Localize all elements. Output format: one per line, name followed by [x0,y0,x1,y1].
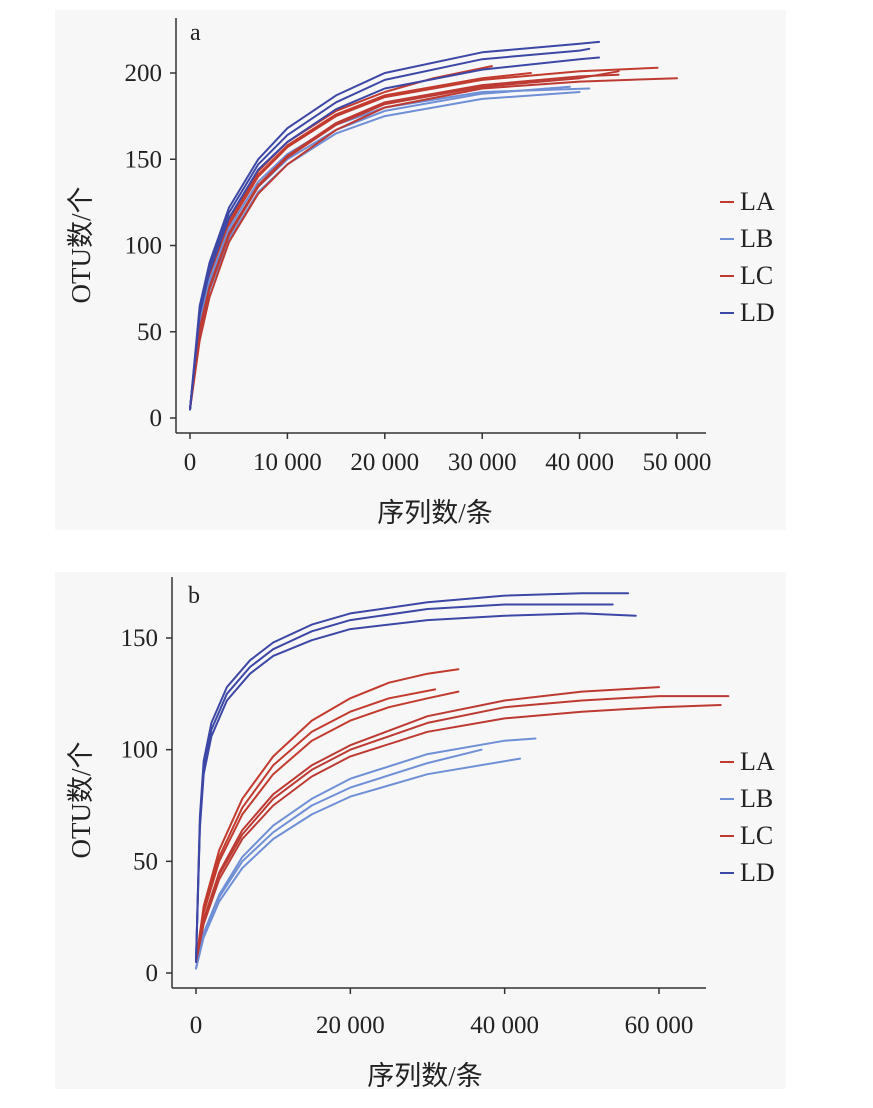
legend-label-ld: LD [740,858,775,887]
panel-b-x-tick-label: 60 000 [625,1012,694,1039]
panel-a-x-ticks: 0 10 000 20 000 30 000 40 000 50 000 [184,433,712,476]
panel-a-x-tick-label: 0 [184,449,197,476]
panel-b-series-ld-2 [195,603,614,963]
panel-b-series-ld-1 [195,592,630,963]
panel-a-series-lc-1 [189,77,678,411]
panel-b-y-tick-label: 0 [146,960,159,987]
panel-b-y-axis-title: OTU数/个 [66,742,96,859]
panel-b-x-tick-label: 20 000 [316,1012,385,1039]
panel-a-x-tick-label: 10 000 [253,449,322,476]
panel-a-x-axis-title: 序列数/条 [377,498,493,528]
panel-b-x-tick-label: 0 [190,1012,203,1039]
panel-b-series-lb-2 [195,748,483,970]
panel-a-series-ld-2 [189,47,591,411]
panel-a-y-ticks: 0 50 100 150 200 [125,60,176,432]
panel-a: a 0 50 100 150 200 0 10 000 20 000 30 000 40 000… [55,10,786,530]
panel-a-y-tick-label: 50 [137,319,162,346]
panel-a-series-lc-3 [189,70,620,411]
panel-b-series-lc-1 [195,704,722,963]
panel-b-series-ld-3 [195,612,637,963]
panel-b-series-la-1 [195,668,460,963]
panel-a-y-tick-label: 100 [125,233,163,260]
panel-b-x-ticks: 0 20 000 40 000 60 000 [190,988,694,1039]
panel-a-x-tick-label: 30 000 [448,449,517,476]
panel-a-series-group [189,40,678,411]
panel-a-series-ld-3 [189,56,601,411]
legend-label-lb: LB [740,784,773,813]
panel-a-y-axis-title: OTU数/个 [66,187,96,304]
legend-label-lb: LB [740,224,773,253]
legend-label-lc: LC [740,821,773,850]
legend-label-ld: LD [740,298,775,327]
panel-b-label: b [188,583,200,609]
panel-a-y-tick-label: 200 [125,60,163,87]
panel-b-y-tick-label: 100 [121,737,159,764]
panel-b-series-lc-3 [195,695,730,963]
panel-b: b 0 50 100 150 0 20 000 40 000 60 000 序列数/条 OT… [55,572,786,1091]
panel-a-label: a [190,20,201,46]
panel-b-background [55,572,786,1089]
panel-b-x-tick-label: 40 000 [470,1012,539,1039]
panel-a-series-lb-3 [189,87,591,411]
legend-label-la: LA [740,747,775,776]
legend-label-la: LA [740,187,775,216]
panel-a-y-tick-label: 150 [125,146,163,173]
panel-a-x-tick-label: 50 000 [643,449,712,476]
panel-b-legend: LA LB LC LD [720,747,775,887]
panel-b-series-la-3 [195,690,460,963]
panel-b-y-tick-label: 50 [133,848,158,875]
panel-b-y-ticks: 0 50 100 150 [121,625,172,987]
panel-b-y-tick-label: 150 [121,625,159,652]
panel-b-series-lb-3 [195,757,522,970]
panel-b-x-axis-title: 序列数/条 [367,1061,483,1091]
panel-a-y-tick-label: 0 [150,405,163,432]
panel-b-series-group [195,592,730,970]
panel-a-x-tick-label: 40 000 [545,449,614,476]
legend-label-lc: LC [740,261,773,290]
panel-a-x-tick-label: 20 000 [350,449,419,476]
panel-a-legend: LA LB LC LD [720,187,775,327]
